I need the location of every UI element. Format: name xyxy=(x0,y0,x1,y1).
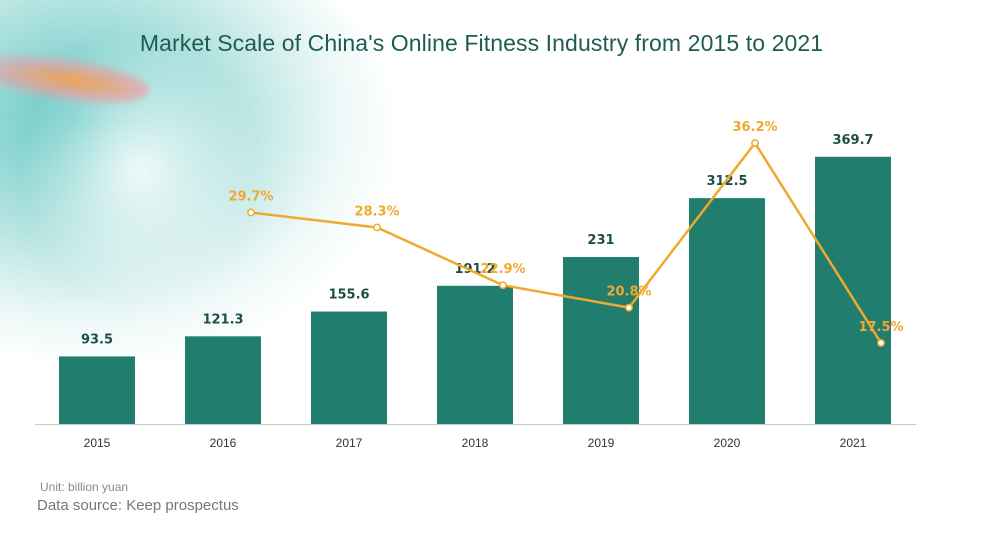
growth-point-2018 xyxy=(499,281,507,290)
growth-label-2016: 29.7% xyxy=(228,190,273,205)
x-tick-label-2019: 2019 xyxy=(588,436,615,450)
x-tick-label-2020: 2020 xyxy=(714,436,741,450)
bar-2018 xyxy=(437,285,513,424)
bar-value-label-2017: 155.6 xyxy=(328,288,369,303)
bar-2020 xyxy=(689,198,765,424)
x-tick-label-2017: 2017 xyxy=(336,436,363,450)
chart-title: Market Scale of China's Online Fitness I… xyxy=(139,30,824,56)
growth-label-2021: 17.5% xyxy=(858,320,903,335)
bar-2017 xyxy=(311,311,387,424)
growth-label-2017: 28.3% xyxy=(354,204,399,219)
x-tick-label-2021: 2021 xyxy=(840,436,867,450)
growth-point-2017 xyxy=(373,223,381,232)
growth-rate-line xyxy=(250,141,883,344)
bar-value-label-2018: 191.2 xyxy=(454,262,495,277)
x-tick-label-2016: 2016 xyxy=(210,436,237,450)
x-tick-label-2015: 2015 xyxy=(84,436,111,450)
growth-label-2019: 20.8% xyxy=(606,285,651,300)
growth-point-2016 xyxy=(247,208,255,217)
bar-value-label-2016: 121.3 xyxy=(202,312,243,327)
data-source-note: Data source: Keep prospectus xyxy=(37,497,239,514)
bar-2019 xyxy=(563,257,639,424)
growth-label-2018: 22.9% xyxy=(480,262,525,277)
bar-2015 xyxy=(59,356,135,424)
bar-value-label-2019: 231 xyxy=(587,233,614,248)
bar-value-label-2021: 369.7 xyxy=(832,133,873,148)
growth-label-2020: 36.2% xyxy=(732,120,777,135)
bar-2016 xyxy=(185,336,261,424)
growth-point-2020 xyxy=(751,139,759,147)
bar-2021 xyxy=(815,156,891,425)
growth-point-2021 xyxy=(877,338,885,347)
bar-value-label-2015: 93.5 xyxy=(81,332,113,347)
growth-point-2019 xyxy=(625,303,633,312)
x-tick-label-2018: 2018 xyxy=(462,436,489,450)
unit-note: Unit: billion yuan xyxy=(40,480,129,494)
